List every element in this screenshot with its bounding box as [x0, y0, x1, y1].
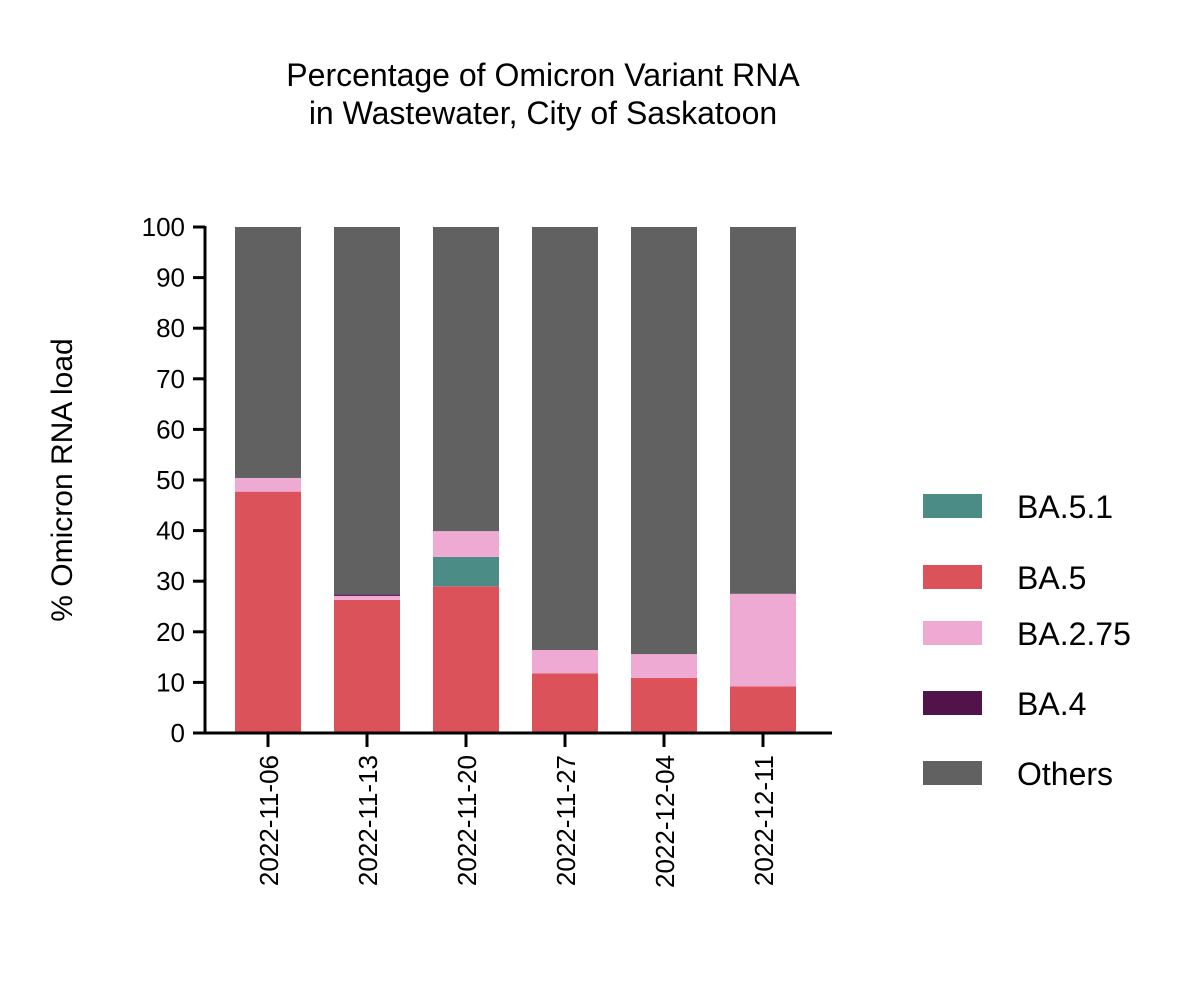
y-axis-label: % Omicron RNA load: [46, 338, 79, 621]
x-tick-label: 2022-11-27: [551, 755, 581, 886]
bar-segment-others: [532, 227, 598, 651]
bar-segment-ba-2-75: [334, 595, 400, 600]
chart-title-line-2: in Wastewater, City of Saskatoon: [309, 95, 777, 131]
y-tick-label: 90: [156, 263, 185, 293]
legend-swatch-ba-5-1: [923, 494, 982, 518]
bar-segment-ba-5: [334, 599, 400, 733]
y-tick-label: 50: [156, 465, 185, 495]
legend-label: BA.5: [1017, 560, 1086, 596]
bar-segment-ba-2-75: [433, 531, 499, 557]
bar-segment-ba-5-1: [433, 556, 499, 587]
bar-segment-ba-5: [631, 677, 697, 733]
legend-label: BA.5.1: [1017, 489, 1113, 525]
x-tick-label: 2022-11-06: [254, 755, 284, 886]
legend: BA.5.1 BA.5 BA.2.75 BA.4 Others: [923, 489, 1131, 792]
axes-group: 2022-11-06 2022-11-13 2022-11-20 2022-11-27…: [142, 212, 832, 888]
y-tick-label: 20: [156, 617, 185, 647]
x-tick-label: 2022-11-20: [452, 755, 482, 886]
bar-segment-others: [631, 227, 697, 655]
bar-segment-ba-2-75: [631, 654, 697, 678]
y-tick-label: 40: [156, 516, 185, 546]
x-tick-label: 2022-12-04: [650, 755, 680, 888]
y-tick-label: 10: [156, 667, 185, 697]
bar-segment-ba-2-75: [235, 477, 301, 492]
bar-segment-ba-5: [235, 491, 301, 733]
bar-segment-ba-5: [730, 686, 796, 733]
bar-segment-others: [730, 227, 796, 594]
bar-segment-ba-4: [334, 594, 400, 596]
legend-swatch-ba-2-75: [923, 621, 982, 645]
bar-segment-ba-5: [532, 673, 598, 733]
x-tick-label: 2022-12-11: [749, 755, 779, 886]
y-tick-label: 80: [156, 313, 185, 343]
x-tick-label: 2022-11-13: [353, 755, 383, 886]
chart-title-line-1: Percentage of Omicron Variant RNA: [286, 57, 800, 93]
bar-segment-others: [334, 227, 400, 595]
legend-swatch-ba-4: [923, 691, 982, 715]
bar-segment-others: [433, 227, 499, 532]
bar-segment-ba-2-75: [532, 650, 598, 674]
y-tick-label: 70: [156, 364, 185, 394]
y-tick-label: 100: [142, 212, 185, 242]
bar-segment-ba-2-75: [730, 593, 796, 687]
legend-label: Others: [1017, 756, 1113, 792]
y-tick-label: 30: [156, 566, 185, 596]
legend-swatch-ba-5: [923, 565, 982, 589]
bars-group: [235, 227, 796, 733]
bar-segment-ba-5: [433, 586, 499, 733]
y-tick-label: 0: [171, 718, 185, 748]
legend-swatch-others: [923, 761, 982, 785]
bar-segment-others: [235, 227, 301, 478]
legend-label: BA.4: [1017, 686, 1086, 722]
y-tick-label: 60: [156, 414, 185, 444]
legend-label: BA.2.75: [1017, 616, 1131, 652]
